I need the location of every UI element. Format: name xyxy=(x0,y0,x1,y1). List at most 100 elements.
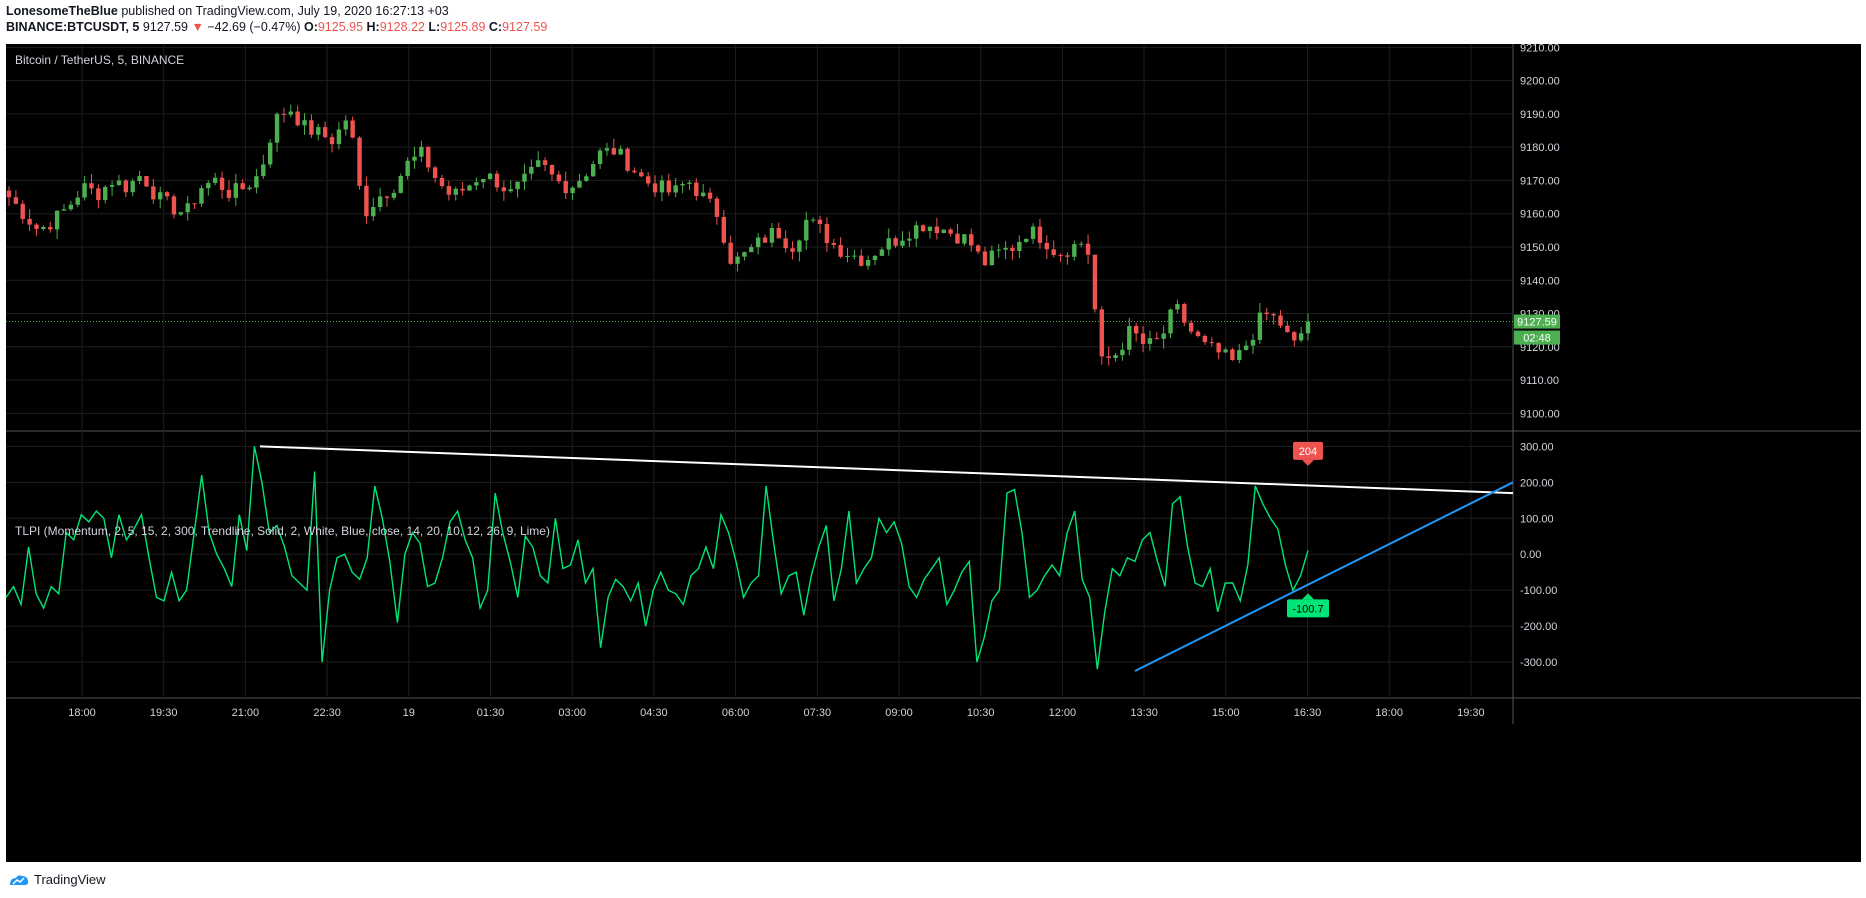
time-tick-label: 07:30 xyxy=(804,707,832,719)
candle-body xyxy=(941,229,946,234)
candle-body xyxy=(405,160,410,176)
high-marker-pointer xyxy=(1302,459,1314,466)
candle-body xyxy=(680,183,685,186)
low-marker-label xyxy=(1287,599,1329,618)
time-axis[interactable]: 18:00 19:30 21:00 22:30 19 01:30 03:00 04:30 06:… xyxy=(68,707,1484,719)
candlestick-series xyxy=(6,104,1311,366)
candle-body xyxy=(597,150,603,165)
tradingview-logo-icon xyxy=(10,874,28,885)
low-marker-pointer xyxy=(1302,593,1314,600)
candle-body xyxy=(1230,349,1235,360)
candle-body xyxy=(487,173,493,180)
price-tick-label: 9160.00 xyxy=(1520,209,1560,221)
chart-background xyxy=(6,44,1861,862)
candle-body xyxy=(817,219,823,225)
candle-body xyxy=(755,237,761,248)
candle-body xyxy=(522,173,527,182)
candle-body xyxy=(859,255,864,266)
candle-body xyxy=(233,183,239,198)
candle-body xyxy=(735,256,740,264)
high-value: 9128.22 xyxy=(379,20,425,34)
candle-body xyxy=(185,203,190,213)
candle-body xyxy=(96,188,101,201)
author-name[interactable]: LonesomeTheBlue xyxy=(6,4,118,18)
candle-body xyxy=(1133,325,1139,334)
close-label: C: xyxy=(488,20,503,34)
candle-body xyxy=(1243,345,1249,350)
candle-body xyxy=(1010,247,1015,251)
candle-body xyxy=(1175,304,1180,310)
time-tick-label: 13:30 xyxy=(1130,707,1158,719)
low-label: L: xyxy=(428,20,441,34)
candle-body xyxy=(1195,331,1201,336)
candle-body xyxy=(1237,349,1242,360)
symbol-label[interactable]: BINANCE:BTCUSDT, 5 xyxy=(6,20,140,34)
price-tick-label: 9200.00 xyxy=(1520,76,1560,88)
candle-body xyxy=(783,238,788,249)
candle-body xyxy=(721,216,726,243)
candle-body xyxy=(1127,325,1132,350)
candle-body xyxy=(591,164,596,177)
candle-body xyxy=(962,234,967,244)
chart-header: LonesomeTheBlue published on TradingView… xyxy=(6,3,547,35)
candle-body xyxy=(254,176,259,188)
candle-body xyxy=(295,111,300,126)
footer-brand[interactable]: TradingView xyxy=(34,872,106,887)
candle-body xyxy=(343,120,348,130)
candle-body xyxy=(893,238,898,246)
candle-body xyxy=(192,203,197,205)
candle-body xyxy=(1065,255,1070,257)
candle-body xyxy=(371,207,376,217)
candle-body xyxy=(824,224,830,244)
candle-body xyxy=(769,228,775,243)
candle-body xyxy=(666,180,672,193)
candle-body xyxy=(151,186,156,200)
candle-body xyxy=(927,226,933,232)
candle-body xyxy=(1264,312,1269,314)
candle-body xyxy=(948,229,953,234)
candle-body xyxy=(810,219,816,221)
candle-body xyxy=(419,146,424,157)
lower-trendline xyxy=(1134,481,1514,672)
candle-body xyxy=(267,142,273,165)
candle-body xyxy=(1271,313,1276,316)
candle-body xyxy=(432,167,438,178)
candle-body xyxy=(1147,338,1153,344)
candle-body xyxy=(329,137,335,145)
candle-body xyxy=(707,192,713,199)
candle-body xyxy=(749,247,754,253)
candle-body xyxy=(790,248,795,252)
last-price-tag-text: 9127.59 xyxy=(1517,317,1557,329)
candle-body xyxy=(907,238,912,241)
candle-body xyxy=(1188,322,1194,332)
candle-body xyxy=(460,188,465,191)
candle-body xyxy=(481,179,486,183)
time-tick-label: 06:00 xyxy=(722,707,750,719)
candle-body xyxy=(494,173,500,188)
last-price-tag xyxy=(1514,314,1560,329)
momentum-line xyxy=(5,446,1309,670)
candle-body xyxy=(776,228,781,239)
indicator-tick-label: -300.00 xyxy=(1520,657,1557,669)
candle-body xyxy=(27,218,32,225)
candle-body xyxy=(288,111,293,115)
price-tick-label: 9110.00 xyxy=(1520,375,1559,387)
price-axis[interactable]: 9210.00 9200.00 9190.00 9180.00 9170.00 9160.… xyxy=(1520,42,1560,669)
candle-body xyxy=(398,175,403,193)
candle-body xyxy=(446,186,452,195)
candle-body xyxy=(694,182,699,196)
candle-body xyxy=(350,120,355,138)
time-tick-label: 12:00 xyxy=(1049,707,1077,719)
countdown-tag xyxy=(1514,330,1560,345)
time-tick-label: 19 xyxy=(403,707,415,719)
candle-body xyxy=(164,192,170,197)
candle-body xyxy=(762,237,768,243)
candle-body xyxy=(1092,254,1098,310)
candle-body xyxy=(1285,325,1290,333)
candle-body xyxy=(797,240,802,252)
candle-body xyxy=(1202,335,1208,343)
candle-body xyxy=(75,197,80,205)
time-tick-label: 22:30 xyxy=(313,707,341,719)
candle-body xyxy=(1072,244,1077,257)
